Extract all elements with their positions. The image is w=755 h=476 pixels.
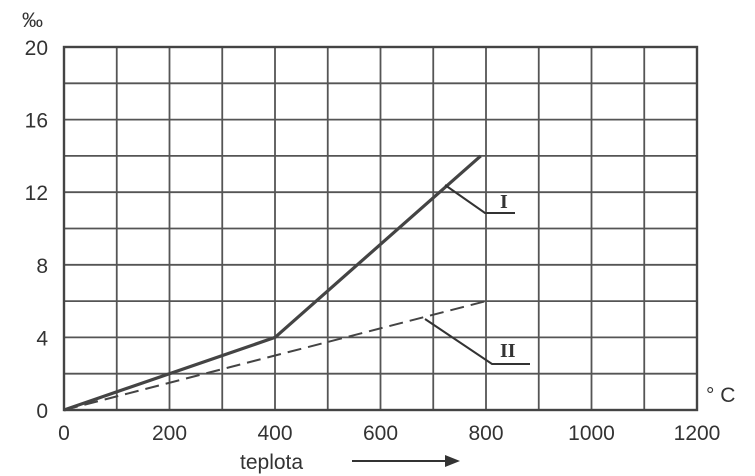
series-leader-line	[424, 318, 530, 365]
grid	[64, 47, 697, 410]
series-line-ii	[63, 300, 487, 411]
y-axis-ticks: 0 4 8 12 16 20	[25, 37, 49, 423]
series-leader-line	[444, 184, 515, 214]
y-tick-label: 4	[36, 327, 48, 350]
x-tick-label: 400	[257, 422, 292, 445]
x-axis-ticks: 0 200 400 600 800 1000 1200	[58, 422, 720, 445]
x-tick-label: 1200	[674, 422, 721, 445]
series-layer	[63, 154, 487, 412]
x-tick-label: 800	[468, 422, 503, 445]
x-tick-label: 200	[152, 422, 187, 445]
x-tick-label: 600	[363, 422, 398, 445]
series-label-i: I	[500, 191, 508, 213]
x-tick-label: 0	[58, 422, 70, 445]
y-tick-label: 20	[25, 37, 48, 60]
series-line-i	[63, 154, 482, 412]
series-label-ii: II	[500, 340, 516, 362]
y-axis-unit: ‰	[22, 9, 43, 32]
x-axis-title: teplota	[240, 451, 303, 474]
y-tick-label: 12	[25, 182, 48, 205]
plot-frame	[62, 45, 699, 412]
y-tick-label: 0	[36, 400, 48, 423]
y-tick-label: 8	[36, 255, 48, 278]
y-tick-label: 16	[25, 110, 48, 133]
x-tick-label: 1000	[568, 422, 615, 445]
x-axis-arrow-icon	[352, 455, 460, 467]
plot-area	[62, 45, 699, 412]
series-labels: III	[424, 184, 530, 365]
x-axis-unit: ° C	[706, 384, 735, 407]
